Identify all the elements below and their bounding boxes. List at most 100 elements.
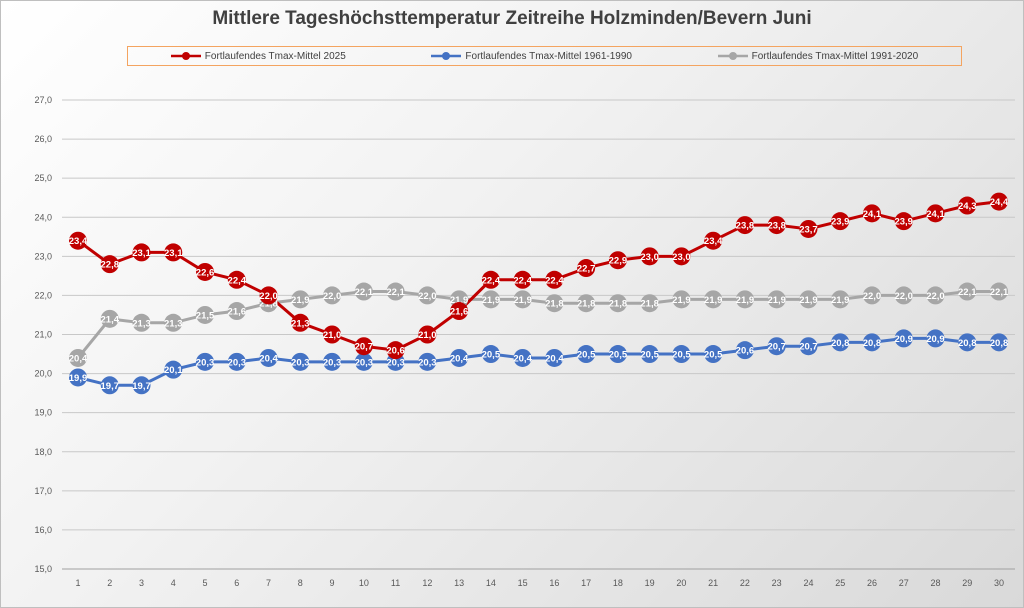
data-point <box>990 333 1008 352</box>
data-point <box>513 290 532 309</box>
data-label: 22,0 <box>418 291 437 302</box>
x-tick-label: 1 <box>75 578 80 588</box>
data-point <box>958 333 977 352</box>
data-point <box>513 348 532 367</box>
data-point <box>577 345 596 364</box>
data-point <box>608 294 627 313</box>
data-point <box>672 290 691 309</box>
data-label: 20,5 <box>672 350 691 361</box>
data-label: 23,7 <box>799 224 818 235</box>
data-label: 23,8 <box>767 221 786 232</box>
data-point <box>831 212 850 231</box>
data-label: 21,9 <box>450 295 469 306</box>
data-point <box>418 286 437 305</box>
data-label: 20,5 <box>609 350 628 361</box>
data-label: 20,3 <box>418 357 437 368</box>
data-label: 20,8 <box>958 338 977 349</box>
data-point <box>831 333 850 352</box>
data-label: 22,4 <box>228 275 247 286</box>
data-point <box>545 270 564 289</box>
data-label: 24,1 <box>863 209 882 220</box>
data-label: 20,7 <box>767 342 786 353</box>
x-tick-label: 14 <box>486 578 496 588</box>
data-label: 21,0 <box>418 330 437 341</box>
data-point <box>640 247 659 266</box>
x-tick-label: 3 <box>139 578 144 588</box>
data-label: 20,1 <box>164 365 183 376</box>
data-label: 22,4 <box>482 275 501 286</box>
data-label: 23,1 <box>164 248 183 259</box>
y-tick-label: 23,0 <box>34 251 52 261</box>
data-point <box>418 352 437 371</box>
data-point <box>291 352 310 371</box>
data-label: 23,8 <box>736 221 755 232</box>
data-label: 21,8 <box>609 299 628 310</box>
data-label: 21,3 <box>291 318 310 329</box>
data-label: 20,4 <box>450 353 469 364</box>
x-tick-label: 4 <box>171 578 176 588</box>
data-label: 22,7 <box>577 264 596 275</box>
data-label: 20,8 <box>831 338 850 349</box>
x-tick-label: 27 <box>899 578 909 588</box>
data-label: 21,8 <box>545 299 564 310</box>
data-point <box>291 290 310 309</box>
data-label: 20,4 <box>513 353 532 364</box>
data-point <box>354 282 373 301</box>
data-label: 21,9 <box>767 295 786 306</box>
x-tick-label: 22 <box>740 578 750 588</box>
data-label: 20,4 <box>259 353 278 364</box>
x-tick-label: 28 <box>930 578 940 588</box>
series-line <box>77 200 1000 352</box>
y-tick-label: 24,0 <box>34 212 52 222</box>
y-tick-label: 17,0 <box>34 486 52 496</box>
data-point <box>990 282 1008 301</box>
y-tick-label: 27,0 <box>34 95 52 105</box>
data-label: 20,7 <box>355 342 374 353</box>
data-label: 20,5 <box>640 350 659 361</box>
data-point <box>164 360 183 379</box>
data-label: 21,6 <box>450 307 469 318</box>
data-label: 22,6 <box>196 267 215 278</box>
data-point <box>323 286 342 305</box>
data-label: 23,4 <box>704 236 723 247</box>
data-label: 22,1 <box>386 287 405 298</box>
data-point <box>481 290 500 309</box>
data-point <box>69 231 87 250</box>
data-point <box>704 290 723 309</box>
data-point <box>481 270 500 289</box>
data-point <box>227 302 246 321</box>
data-label: 22,9 <box>609 256 628 267</box>
data-label: 20,5 <box>577 350 596 361</box>
data-label: 20,3 <box>196 357 215 368</box>
data-label: 21,8 <box>640 299 659 310</box>
data-point <box>450 302 469 321</box>
x-tick-label: 2 <box>107 578 112 588</box>
data-point <box>608 251 627 270</box>
data-label: 22,4 <box>545 275 564 286</box>
data-label: 22,0 <box>863 291 882 302</box>
data-label: 21,8 <box>577 299 596 310</box>
data-label: 21,5 <box>196 310 215 321</box>
data-point <box>545 348 564 367</box>
data-point <box>259 286 278 305</box>
y-tick-label: 21,0 <box>34 330 52 340</box>
data-point <box>450 348 469 367</box>
data-point <box>704 345 723 364</box>
x-tick-label: 20 <box>676 578 686 588</box>
x-tick-label: 19 <box>645 578 655 588</box>
data-label: 20,3 <box>291 357 310 368</box>
data-point <box>100 255 119 274</box>
data-label: 20,5 <box>482 350 501 361</box>
data-point <box>100 376 119 395</box>
data-label: 23,9 <box>831 217 850 228</box>
data-point <box>767 216 786 235</box>
data-point <box>926 286 945 305</box>
data-point <box>354 337 373 356</box>
data-label: 20,3 <box>228 357 247 368</box>
data-point <box>132 376 151 395</box>
data-label: 22,0 <box>894 291 913 302</box>
data-label: 20,9 <box>894 334 913 345</box>
y-tick-label: 16,0 <box>34 525 52 535</box>
data-label: 20,6 <box>736 346 755 357</box>
